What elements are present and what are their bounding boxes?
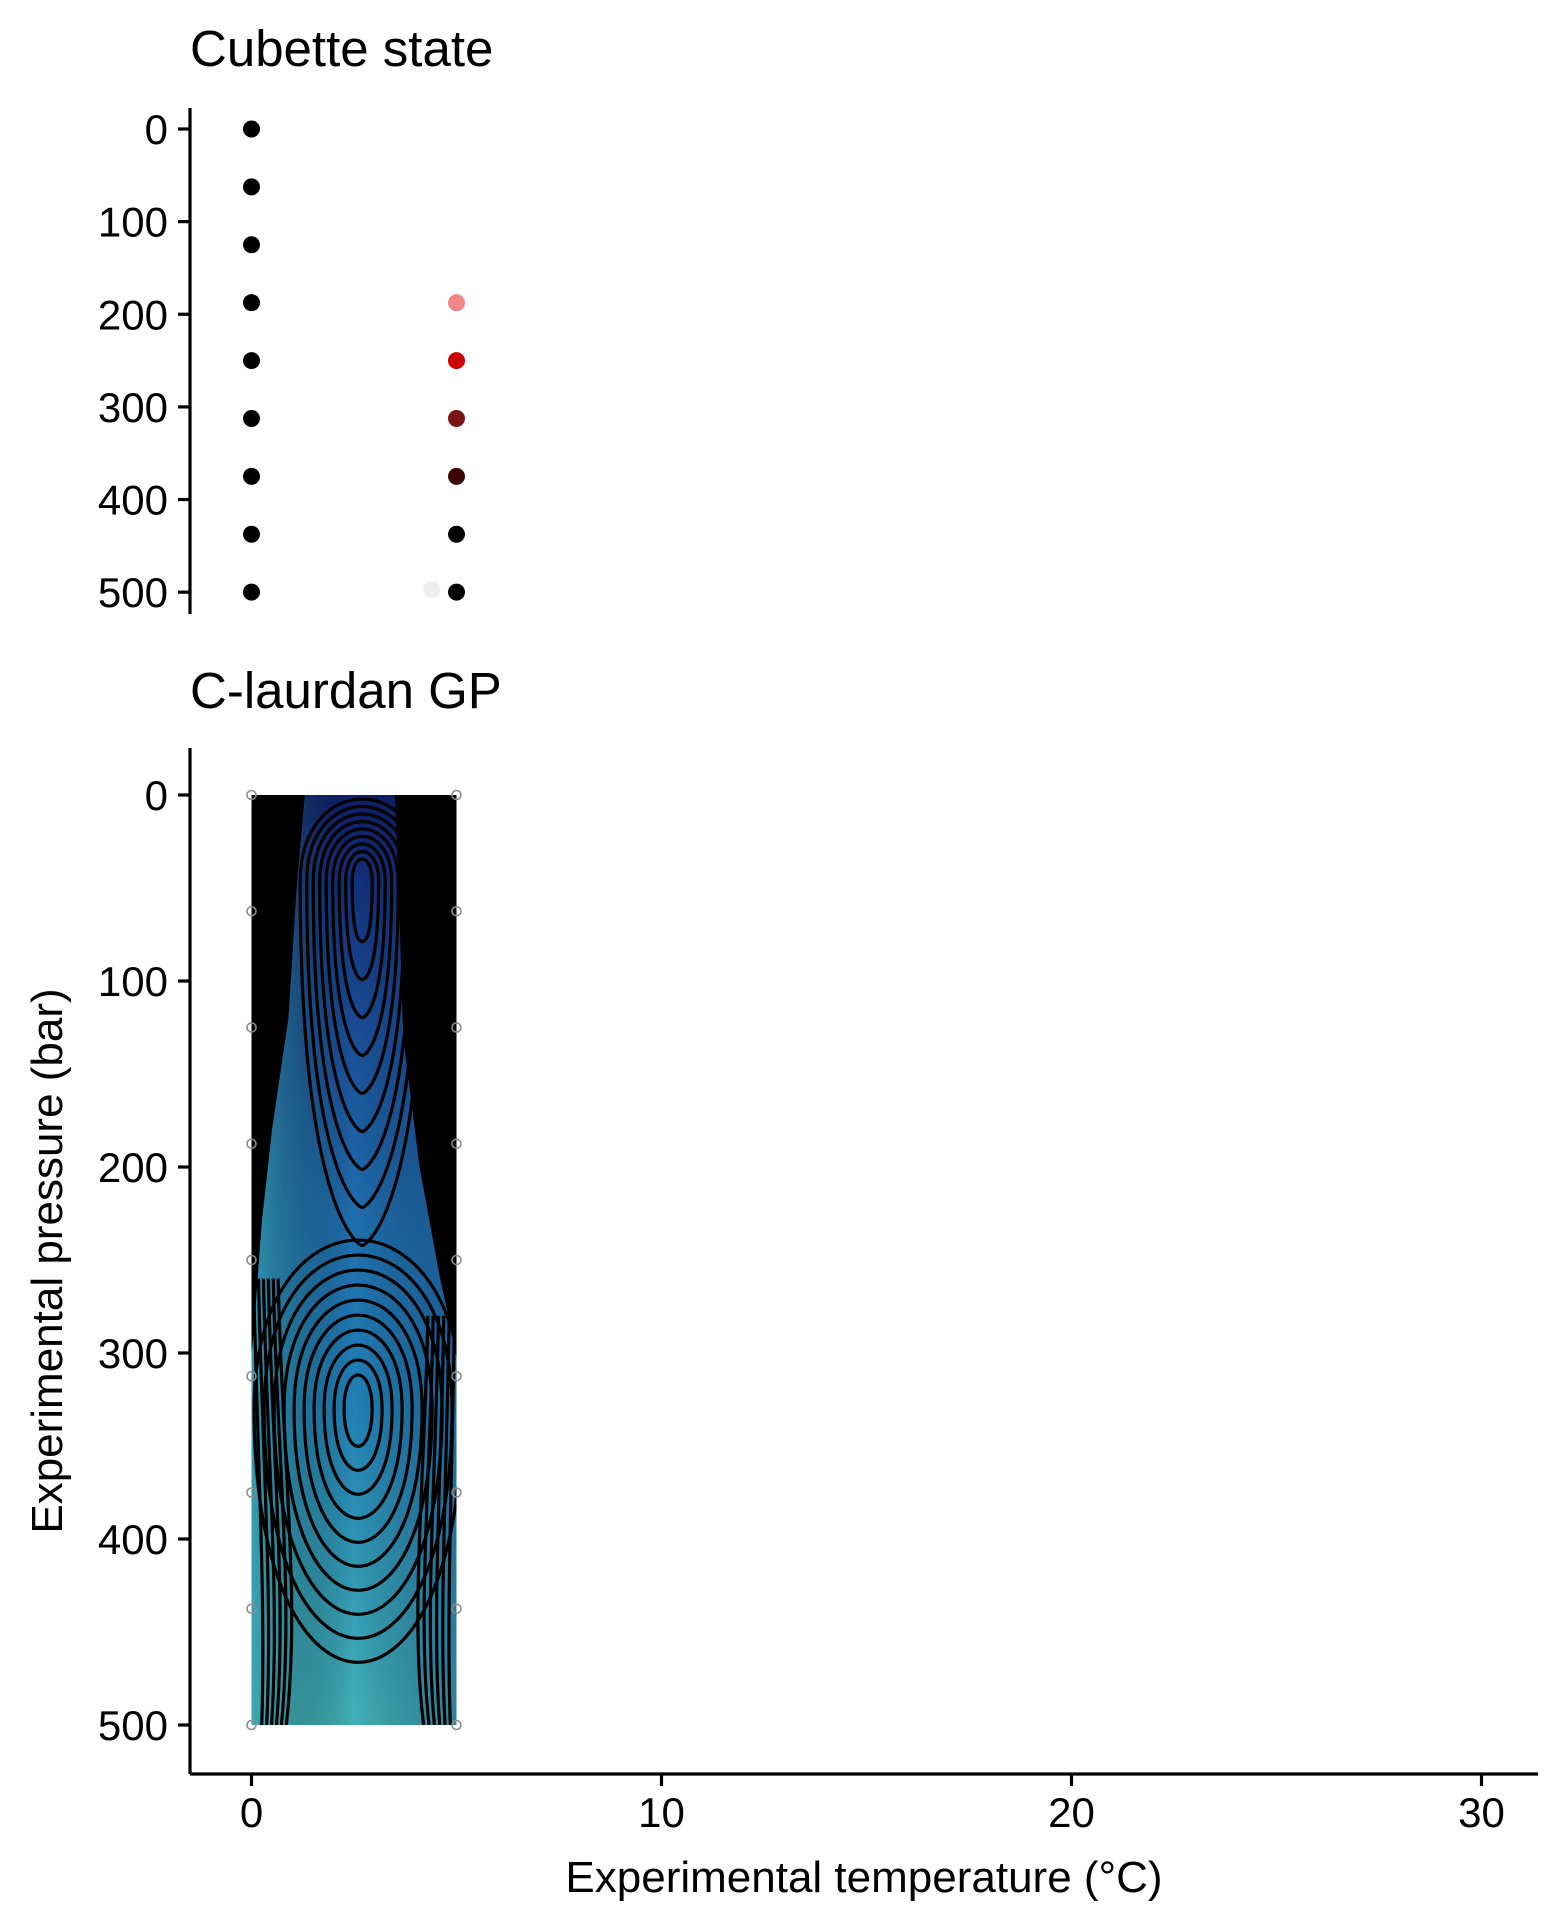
gp-contour-lower: [332, 1358, 384, 1472]
gp-right-edge-contour: [434, 1315, 446, 1725]
bottom-x-axis-title: Experimental temperature (°C): [565, 1853, 1162, 1902]
cubette-point: [243, 352, 260, 370]
gp-dense-edge-contours: [251, 795, 457, 1725]
gp-sample-point: [246, 1487, 257, 1498]
bottom-y-tick-label: 500: [98, 1702, 168, 1749]
gp-sample-point: [451, 1138, 462, 1150]
gp-contour-upper: [324, 827, 400, 1096]
gp-sample-point: [451, 905, 462, 917]
top-y-tick-label: 300: [98, 384, 168, 431]
gp-left-dense-band: [251, 795, 305, 1353]
gp-right-edge-contour: [416, 1315, 430, 1725]
bottom-y-tick-label: 200: [98, 1144, 168, 1191]
cubette-point: [243, 120, 260, 138]
gp-contour-upper: [337, 842, 387, 1020]
bottom-y-tick-label: 0: [145, 772, 168, 819]
bottom-chart-title: C-laurdan GP: [190, 662, 502, 719]
top-y-tick-label: 400: [98, 477, 168, 524]
gp-sample-point: [451, 1254, 462, 1266]
bottom-x-tick-label: 20: [1048, 1789, 1095, 1836]
gp-sample-point: [246, 1719, 257, 1731]
gp-contour-upper: [311, 812, 413, 1172]
cubette-point: [423, 580, 441, 598]
cubette-point: [243, 409, 260, 427]
bottom-y-tick-label: 300: [98, 1330, 168, 1377]
bottom-y-axis-ticks: 0 100 200 300 400 500: [98, 772, 190, 1749]
cubette-point: [243, 467, 260, 485]
bottom-x-tick-label: 30: [1458, 1789, 1505, 1836]
gp-contour-upper: [331, 834, 394, 1058]
gp-right-edge-contour: [447, 1315, 457, 1725]
bottom-y-tick-label: 400: [98, 1516, 168, 1563]
bottom-y-axis-title: Experimental pressure (bar): [23, 988, 72, 1533]
gp-contour-lower: [342, 1373, 374, 1448]
cubette-point: [243, 178, 260, 196]
cubette-point: [243, 236, 260, 254]
gp-sample-point: [246, 789, 257, 801]
gp-contour-upper: [344, 850, 381, 982]
gp-sample-point: [246, 905, 257, 917]
gp-contour-lower: [322, 1343, 394, 1496]
top-y-axis-ticks: 0 100 200 300 400 500: [98, 106, 190, 616]
gp-contour-upper: [298, 797, 426, 1248]
cubette-point: [448, 352, 465, 370]
cubette-point: [448, 294, 465, 312]
top-y-tick-label: 200: [98, 291, 168, 338]
cubette-point: [448, 583, 465, 601]
gp-contour-lower: [292, 1298, 424, 1568]
gp-contour-lower: [302, 1313, 414, 1544]
cubette-point: [243, 525, 260, 543]
c-laurdan-gp-panel: C-laurdan GP 0 100 200 300 400 500 0 10 20 30 Ex…: [23, 662, 1538, 1902]
gp-right-edge-contour: [428, 1315, 441, 1725]
gp-contour-upper: [350, 857, 374, 944]
bottom-x-axis-ticks: 0 10 20 30: [240, 1774, 1505, 1836]
cubette-point: [448, 525, 465, 543]
top-y-tick-label: 0: [145, 106, 168, 153]
bottom-x-tick-label: 10: [638, 1789, 685, 1836]
gp-right-edge-contour: [422, 1315, 435, 1725]
cubette-point: [243, 583, 260, 601]
gp-sample-point: [246, 1138, 257, 1150]
gp-left-edge-contour: [251, 1278, 265, 1725]
cubette-point: [243, 294, 260, 312]
gp-right-dense-band: [395, 795, 457, 1353]
gp-contour-plot: [246, 789, 462, 1731]
gp-sample-point: [451, 789, 462, 801]
gp-sample-point: [246, 1022, 257, 1033]
gp-sample-point: [451, 1487, 462, 1498]
gp-left-edge-contour: [266, 1278, 282, 1725]
gp-contour-lower: [282, 1283, 434, 1592]
gp-contour-upper: [305, 804, 420, 1210]
gp-sample-point: [246, 1254, 257, 1266]
bottom-x-tick-label: 0: [240, 1789, 263, 1836]
gp-right-edge-contour: [441, 1315, 451, 1725]
cubette-point: [448, 409, 465, 427]
gp-contour-lower: [312, 1328, 404, 1520]
gp-sample-point: [451, 1603, 462, 1615]
top-chart-title: Cubette state: [190, 20, 493, 77]
gp-contour-lower: [252, 1238, 457, 1664]
gp-left-edge-contour: [276, 1278, 294, 1725]
gp-contour-upper: [318, 819, 407, 1134]
gp-left-edge-contour: [271, 1278, 288, 1725]
gp-sample-point: [451, 1719, 462, 1731]
top-scatter-points: [243, 120, 465, 601]
gp-sample-point: [451, 1022, 462, 1033]
gp-left-edge-contour: [261, 1278, 276, 1725]
cubette-point: [448, 467, 465, 485]
top-y-tick-label: 100: [98, 199, 168, 246]
bottom-y-tick-label: 100: [98, 958, 168, 1005]
gp-left-edge-contour: [256, 1278, 271, 1725]
gp-sample-point: [246, 1370, 257, 1382]
top-y-tick-label: 500: [98, 569, 168, 616]
gp-sample-points: [246, 789, 462, 1731]
gp-sample-point: [451, 1370, 462, 1382]
gp-sample-point: [246, 1603, 257, 1615]
cubette-state-panel: Cubette state 0 100 200 300 400 500: [98, 20, 493, 616]
